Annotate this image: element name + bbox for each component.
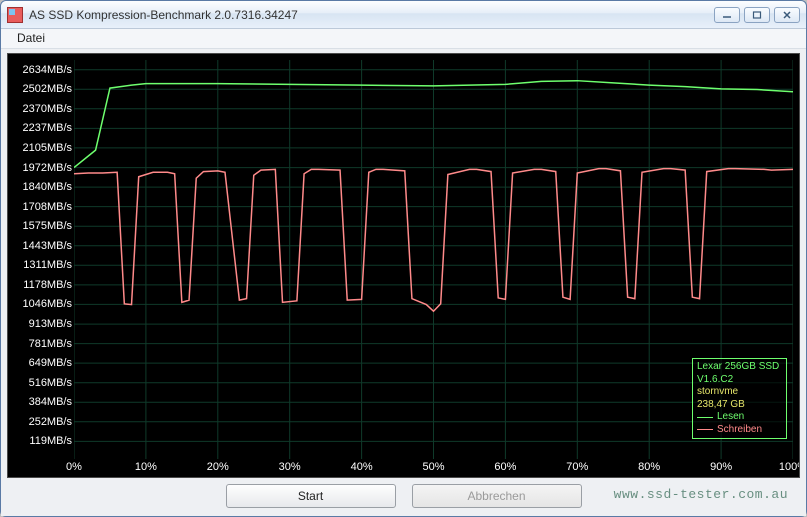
- app-icon: [7, 7, 23, 23]
- y-tick-label: 1311MB/s: [23, 259, 72, 271]
- y-tick-label: 2237MB/s: [22, 122, 72, 134]
- y-tick-label: 119MB/s: [29, 435, 72, 447]
- y-tick-label: 649MB/s: [29, 357, 72, 369]
- y-tick-label: 2502MB/s: [22, 83, 72, 95]
- x-tick-label: 0%: [66, 461, 82, 473]
- x-tick-label: 30%: [279, 461, 301, 473]
- x-axis-labels: 0%10%20%30%40%50%60%70%80%90%100%: [74, 461, 793, 475]
- y-tick-label: 1840MB/s: [22, 181, 72, 193]
- window-controls: [714, 7, 800, 23]
- y-tick-label: 384MB/s: [29, 396, 72, 408]
- y-axis-labels: 119MB/s 252MB/s 384MB/s 516MB/s 649MB/s 781MB…: [14, 54, 72, 459]
- y-tick-label: 2634MB/s: [22, 64, 72, 76]
- y-tick-label: 913MB/s: [29, 318, 72, 330]
- legend-box: Lexar 256GB SSD V1.6.C2 stornvme 238,47 …: [692, 358, 787, 439]
- x-tick-label: 100%: [779, 461, 800, 473]
- button-row: Start Abbrechen www.ssd-tester.com.au: [7, 478, 800, 512]
- x-tick-label: 90%: [710, 461, 732, 473]
- titlebar[interactable]: AS SSD Kompression-Benchmark 2.0.7316.34…: [1, 1, 806, 29]
- x-tick-label: 20%: [207, 461, 229, 473]
- y-tick-label: 1972MB/s: [22, 162, 72, 174]
- y-tick-label: 252MB/s: [29, 416, 72, 428]
- x-tick-label: 40%: [351, 461, 373, 473]
- menu-datei[interactable]: Datei: [11, 30, 51, 46]
- window-title: AS SSD Kompression-Benchmark 2.0.7316.34…: [29, 8, 714, 22]
- y-tick-label: 1046MB/s: [22, 298, 72, 310]
- legend-read-label: Lesen: [717, 411, 744, 424]
- content-area: 119MB/s 252MB/s 384MB/s 516MB/s 649MB/s 781MB…: [1, 49, 806, 516]
- close-button[interactable]: [774, 7, 800, 23]
- y-tick-label: 516MB/s: [29, 377, 72, 389]
- y-tick-label: 2105MB/s: [22, 142, 72, 154]
- y-tick-label: 2370MB/s: [22, 103, 72, 115]
- chart-plot: Lexar 256GB SSD V1.6.C2 stornvme 238,47 …: [74, 60, 793, 459]
- x-tick-label: 60%: [494, 461, 516, 473]
- legend-capacity: 238,47 GB: [697, 399, 782, 412]
- legend-write-label: Schreiben: [717, 424, 762, 437]
- maximize-button[interactable]: [744, 7, 770, 23]
- legend-firmware: V1.6.C2: [697, 374, 782, 387]
- y-tick-label: 1443MB/s: [22, 240, 72, 252]
- abort-button[interactable]: Abbrechen: [412, 484, 582, 508]
- y-tick-label: 781MB/s: [29, 338, 72, 350]
- x-tick-label: 10%: [135, 461, 157, 473]
- watermark-text: www.ssd-tester.com.au: [614, 487, 788, 502]
- y-tick-label: 1178MB/s: [23, 279, 72, 291]
- legend-driver: stornvme: [697, 386, 782, 399]
- legend-swatch-read: [697, 417, 713, 418]
- x-tick-label: 80%: [638, 461, 660, 473]
- app-window: AS SSD Kompression-Benchmark 2.0.7316.34…: [0, 0, 807, 517]
- menubar: Datei: [1, 29, 806, 49]
- legend-device: Lexar 256GB SSD: [697, 361, 782, 374]
- x-tick-label: 70%: [566, 461, 588, 473]
- x-tick-label: 50%: [422, 461, 444, 473]
- minimize-button[interactable]: [714, 7, 740, 23]
- y-tick-label: 1708MB/s: [22, 201, 72, 213]
- y-tick-label: 1575MB/s: [22, 220, 72, 232]
- start-button[interactable]: Start: [226, 484, 396, 508]
- legend-swatch-write: [697, 429, 713, 430]
- chart-area: 119MB/s 252MB/s 384MB/s 516MB/s 649MB/s 781MB…: [7, 53, 800, 478]
